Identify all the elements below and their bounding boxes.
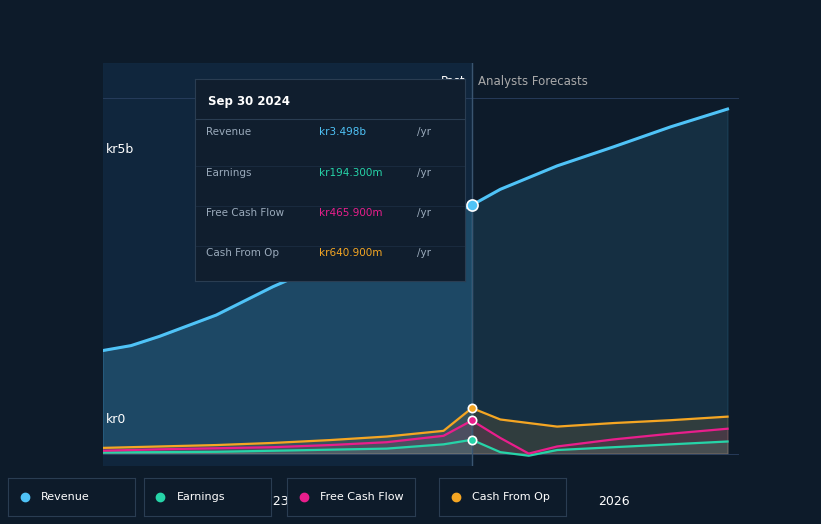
- Text: Past: Past: [441, 75, 466, 88]
- Text: Earnings: Earnings: [177, 492, 225, 503]
- Text: kr640.900m: kr640.900m: [319, 248, 383, 258]
- Text: Revenue: Revenue: [41, 492, 90, 503]
- Text: Free Cash Flow: Free Cash Flow: [320, 492, 404, 503]
- Text: 2025: 2025: [484, 495, 516, 508]
- Text: /yr: /yr: [416, 127, 431, 137]
- Text: Free Cash Flow: Free Cash Flow: [206, 208, 284, 218]
- Text: kr0: kr0: [106, 413, 126, 427]
- Text: Cash From Op: Cash From Op: [472, 492, 550, 503]
- Bar: [103, 63, 472, 466]
- Text: Cash From Op: Cash From Op: [206, 248, 278, 258]
- Text: kr3.498b: kr3.498b: [319, 127, 366, 137]
- Text: kr194.300m: kr194.300m: [319, 168, 383, 178]
- Text: kr5b: kr5b: [106, 143, 134, 156]
- Text: 2022: 2022: [144, 495, 175, 508]
- Text: 2024: 2024: [371, 495, 402, 508]
- Text: kr465.900m: kr465.900m: [319, 208, 383, 218]
- Text: Earnings: Earnings: [206, 168, 251, 178]
- Text: /yr: /yr: [416, 248, 431, 258]
- Text: /yr: /yr: [416, 208, 431, 218]
- Text: 2026: 2026: [599, 495, 630, 508]
- Text: Revenue: Revenue: [206, 127, 251, 137]
- Text: Sep 30 2024: Sep 30 2024: [209, 95, 291, 108]
- Text: Analysts Forecasts: Analysts Forecasts: [479, 75, 588, 88]
- Text: /yr: /yr: [416, 168, 431, 178]
- Text: 2023: 2023: [257, 495, 289, 508]
